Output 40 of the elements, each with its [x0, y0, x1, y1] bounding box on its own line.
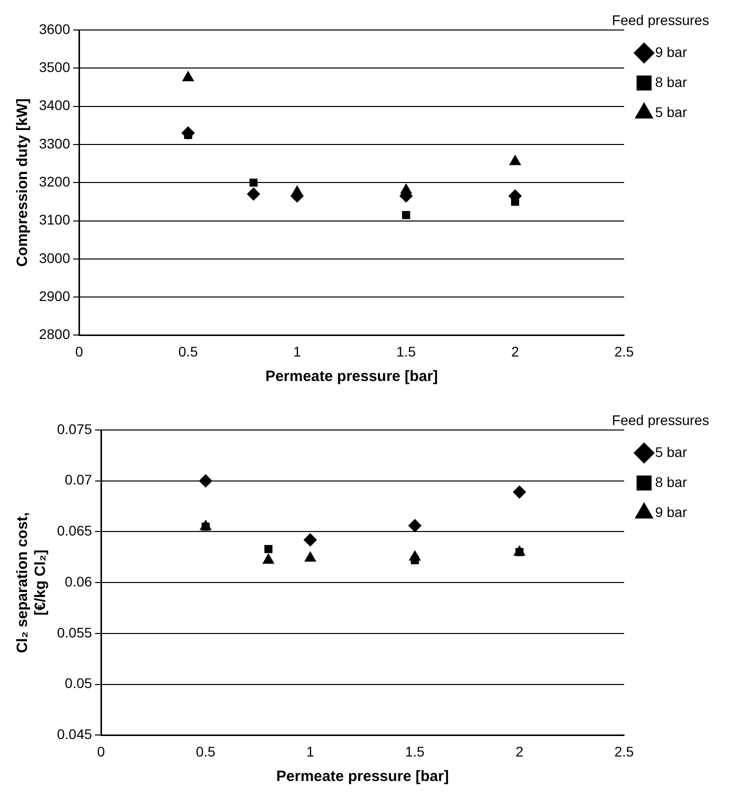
y-tick-label: 0.075 [56, 420, 92, 437]
y-tick-label: 3300 [38, 135, 70, 152]
x-tick-label: 0.5 [196, 743, 216, 760]
y-tick-label: 3600 [38, 20, 70, 37]
x-tick-label: 0.5 [178, 343, 198, 360]
legend-title: Feed pressures [612, 12, 710, 28]
legend-label: 9 bar [655, 44, 688, 60]
legend-label: 8 bar [655, 474, 688, 490]
y-tick-label: 0.06 [64, 573, 92, 590]
y-tick-label: 3200 [38, 173, 70, 190]
x-tick-label: 1.5 [405, 743, 425, 760]
y-tick-label: 0.07 [64, 472, 92, 488]
y-tick-label: 3100 [38, 212, 70, 228]
y-tick-label: 3400 [38, 97, 70, 114]
x-axis-title: Permeate pressure [bar] [265, 368, 438, 386]
y-tick-label: 0.065 [56, 522, 92, 539]
y-axis-title: Compression duty [kW] [14, 98, 32, 267]
y-tick-label: 0.055 [56, 624, 92, 640]
y-tick-label: 0.045 [56, 726, 92, 742]
x-tick-label: 2 [516, 743, 524, 760]
y-tick-label: 0.05 [64, 675, 92, 692]
legend-label: 5 bar [655, 444, 688, 460]
x-tick-label: 2.5 [614, 743, 634, 760]
x-axis-title: Permeate pressure [bar] [276, 768, 449, 786]
y-tick-label: 2900 [38, 288, 70, 304]
x-tick-label: 1.5 [396, 343, 416, 360]
x-tick-label: 0 [75, 343, 84, 360]
legend-title: Feed pressures [612, 412, 710, 428]
legend-label: 9 bar [655, 504, 688, 520]
y-tick-label: 3500 [38, 59, 70, 76]
x-tick-label: 2.5 [614, 343, 634, 360]
x-tick-label: 1 [306, 743, 314, 760]
x-tick-label: 2 [511, 343, 520, 360]
y-tick-label: 3000 [38, 250, 70, 266]
x-tick-label: 0 [97, 743, 106, 760]
legend-label: 5 bar [655, 104, 688, 120]
y-axis-title: Cl₂ separation cost, [€/kg Cl₂] [14, 512, 50, 654]
y-tick-label: 2800 [38, 326, 70, 342]
legend-label: 8 bar [655, 74, 688, 90]
x-tick-label: 1 [293, 343, 302, 360]
